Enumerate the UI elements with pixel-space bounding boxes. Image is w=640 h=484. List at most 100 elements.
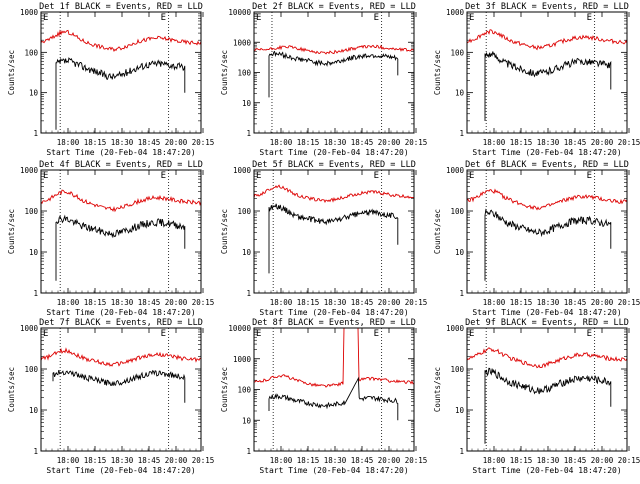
y-tick-label: 1000 (233, 166, 252, 175)
series-line-black (484, 51, 612, 121)
corner-mark-e: E (43, 171, 48, 181)
y-tick-label: 10000 (228, 324, 251, 333)
x-tick-label: 18:30 (324, 138, 347, 147)
x-tick-label: 20:15 (405, 456, 428, 465)
y-tick-label: 10 (455, 248, 465, 257)
x-tick-label: 18:00 (57, 298, 80, 307)
y-axis-label: Counts/sec (220, 367, 229, 412)
panel-det-3: Det 3f BLACK = Events, RED = LLD Counts/s… (433, 2, 640, 157)
corner-mark-e: E (587, 13, 592, 23)
x-tick-label: 18:00 (483, 456, 506, 465)
y-tick-label: 10 (242, 99, 252, 108)
x-axis-label: Start Time (20-Feb-04 18:47:20) (472, 308, 621, 317)
series-line-red (466, 347, 628, 369)
plot-frame (40, 327, 202, 452)
x-axis-label: Start Time (20-Feb-04 18:47:20) (259, 148, 408, 157)
x-axis-label: Start Time (20-Feb-04 18:47:20) (46, 308, 195, 317)
x-tick-label: 18:45 (351, 298, 374, 307)
y-axis-label: Counts/sec (220, 209, 229, 254)
x-tick-label: 18:45 (351, 456, 374, 465)
plot-frame (466, 327, 628, 452)
plot-frame (253, 327, 415, 452)
x-tick-label: 18:00 (270, 138, 293, 147)
x-tick-label: 20:00 (165, 298, 188, 307)
x-tick-label: 18:00 (270, 298, 293, 307)
corner-mark-e: E (161, 171, 166, 181)
x-tick-label: 18:15 (510, 456, 533, 465)
x-tick-label: 18:45 (564, 298, 587, 307)
x-tick-label: 20:00 (165, 138, 188, 147)
corner-mark-e: E (587, 329, 592, 339)
corner-mark-e: E (374, 329, 379, 339)
y-tick-label: 1000 (446, 324, 465, 333)
y-tick-label: 1 (33, 289, 38, 298)
y-tick-label: 1 (459, 447, 464, 456)
x-tick-label: 20:15 (192, 456, 215, 465)
panel-det-8: Det 8f BLACK = Events, RED = LLD Counts/s… (220, 318, 427, 475)
panel-det-1: Det 1f BLACK = Events, RED = LLD Counts/s… (7, 2, 214, 157)
x-tick-label: 18:15 (84, 298, 107, 307)
x-axis-label: Start Time (20-Feb-04 18:47:20) (46, 466, 195, 475)
x-tick-label: 18:45 (564, 456, 587, 465)
corner-mark-e: E (469, 329, 474, 339)
x-tick-label: 18:15 (297, 138, 320, 147)
y-tick-label: 1000 (233, 355, 252, 364)
y-tick-label: 100 (237, 386, 251, 395)
series-line-black (268, 203, 399, 274)
y-tick-label: 1 (33, 447, 38, 456)
x-tick-label: 18:30 (111, 298, 134, 307)
corner-mark-e: E (256, 13, 261, 23)
x-tick-label: 20:00 (378, 456, 401, 465)
x-tick-label: 20:00 (591, 298, 614, 307)
plot-frame (40, 11, 202, 134)
series-line-black (55, 214, 186, 281)
x-tick-label: 18:45 (138, 138, 161, 147)
corner-mark-e: E (469, 171, 474, 181)
x-tick-label: 18:15 (297, 456, 320, 465)
x-tick-label: 20:15 (405, 138, 428, 147)
panel-det-2: Det 2f BLACK = Events, RED = LLD Counts/s… (220, 2, 427, 157)
y-tick-label: 10 (242, 416, 252, 425)
series-line-red (40, 347, 202, 367)
x-tick-label: 20:00 (378, 138, 401, 147)
corner-mark-e: E (161, 329, 166, 339)
x-axis-label: Start Time (20-Feb-04 18:47:20) (259, 308, 408, 317)
y-axis-label: Counts/sec (433, 367, 442, 412)
y-axis-label: Counts/sec (7, 50, 16, 95)
y-tick-label: 1 (459, 289, 464, 298)
x-tick-label: 20:00 (591, 456, 614, 465)
panel-title: Det 3f BLACK = Events, RED = LLD (465, 2, 629, 12)
series-line-red (40, 189, 202, 213)
x-tick-label: 18:30 (111, 456, 134, 465)
x-tick-label: 18:00 (483, 298, 506, 307)
plot-frame (466, 169, 628, 294)
x-tick-label: 18:45 (351, 138, 374, 147)
y-tick-label: 1 (246, 447, 251, 456)
corner-mark-e: E (469, 13, 474, 23)
series-line-red (466, 188, 628, 211)
y-tick-label: 1 (459, 129, 464, 138)
series-line-red (253, 184, 415, 204)
corner-mark-e: E (587, 171, 592, 181)
x-tick-label: 18:30 (537, 298, 560, 307)
corner-mark-e: E (256, 171, 261, 181)
x-tick-label: 18:45 (564, 138, 587, 147)
series-line-black (268, 50, 399, 98)
y-tick-label: 10 (29, 406, 39, 415)
x-tick-label: 18:15 (510, 298, 533, 307)
corner-mark-e: E (256, 329, 261, 339)
x-tick-label: 20:15 (618, 298, 640, 307)
corner-mark-e: E (374, 171, 379, 181)
y-tick-label: 1000 (20, 324, 39, 333)
series-line-black (55, 57, 186, 130)
series-line-red (254, 327, 415, 388)
y-axis-label: Counts/sec (433, 50, 442, 95)
y-tick-label: 1000 (446, 8, 465, 17)
panel-title: Det 2f BLACK = Events, RED = LLD (252, 2, 416, 12)
x-tick-label: 20:15 (405, 298, 428, 307)
y-axis-label: Counts/sec (433, 209, 442, 254)
x-tick-label: 20:15 (618, 456, 640, 465)
x-tick-label: 20:00 (591, 138, 614, 147)
panel-title: Det 7f BLACK = Events, RED = LLD (39, 318, 203, 328)
